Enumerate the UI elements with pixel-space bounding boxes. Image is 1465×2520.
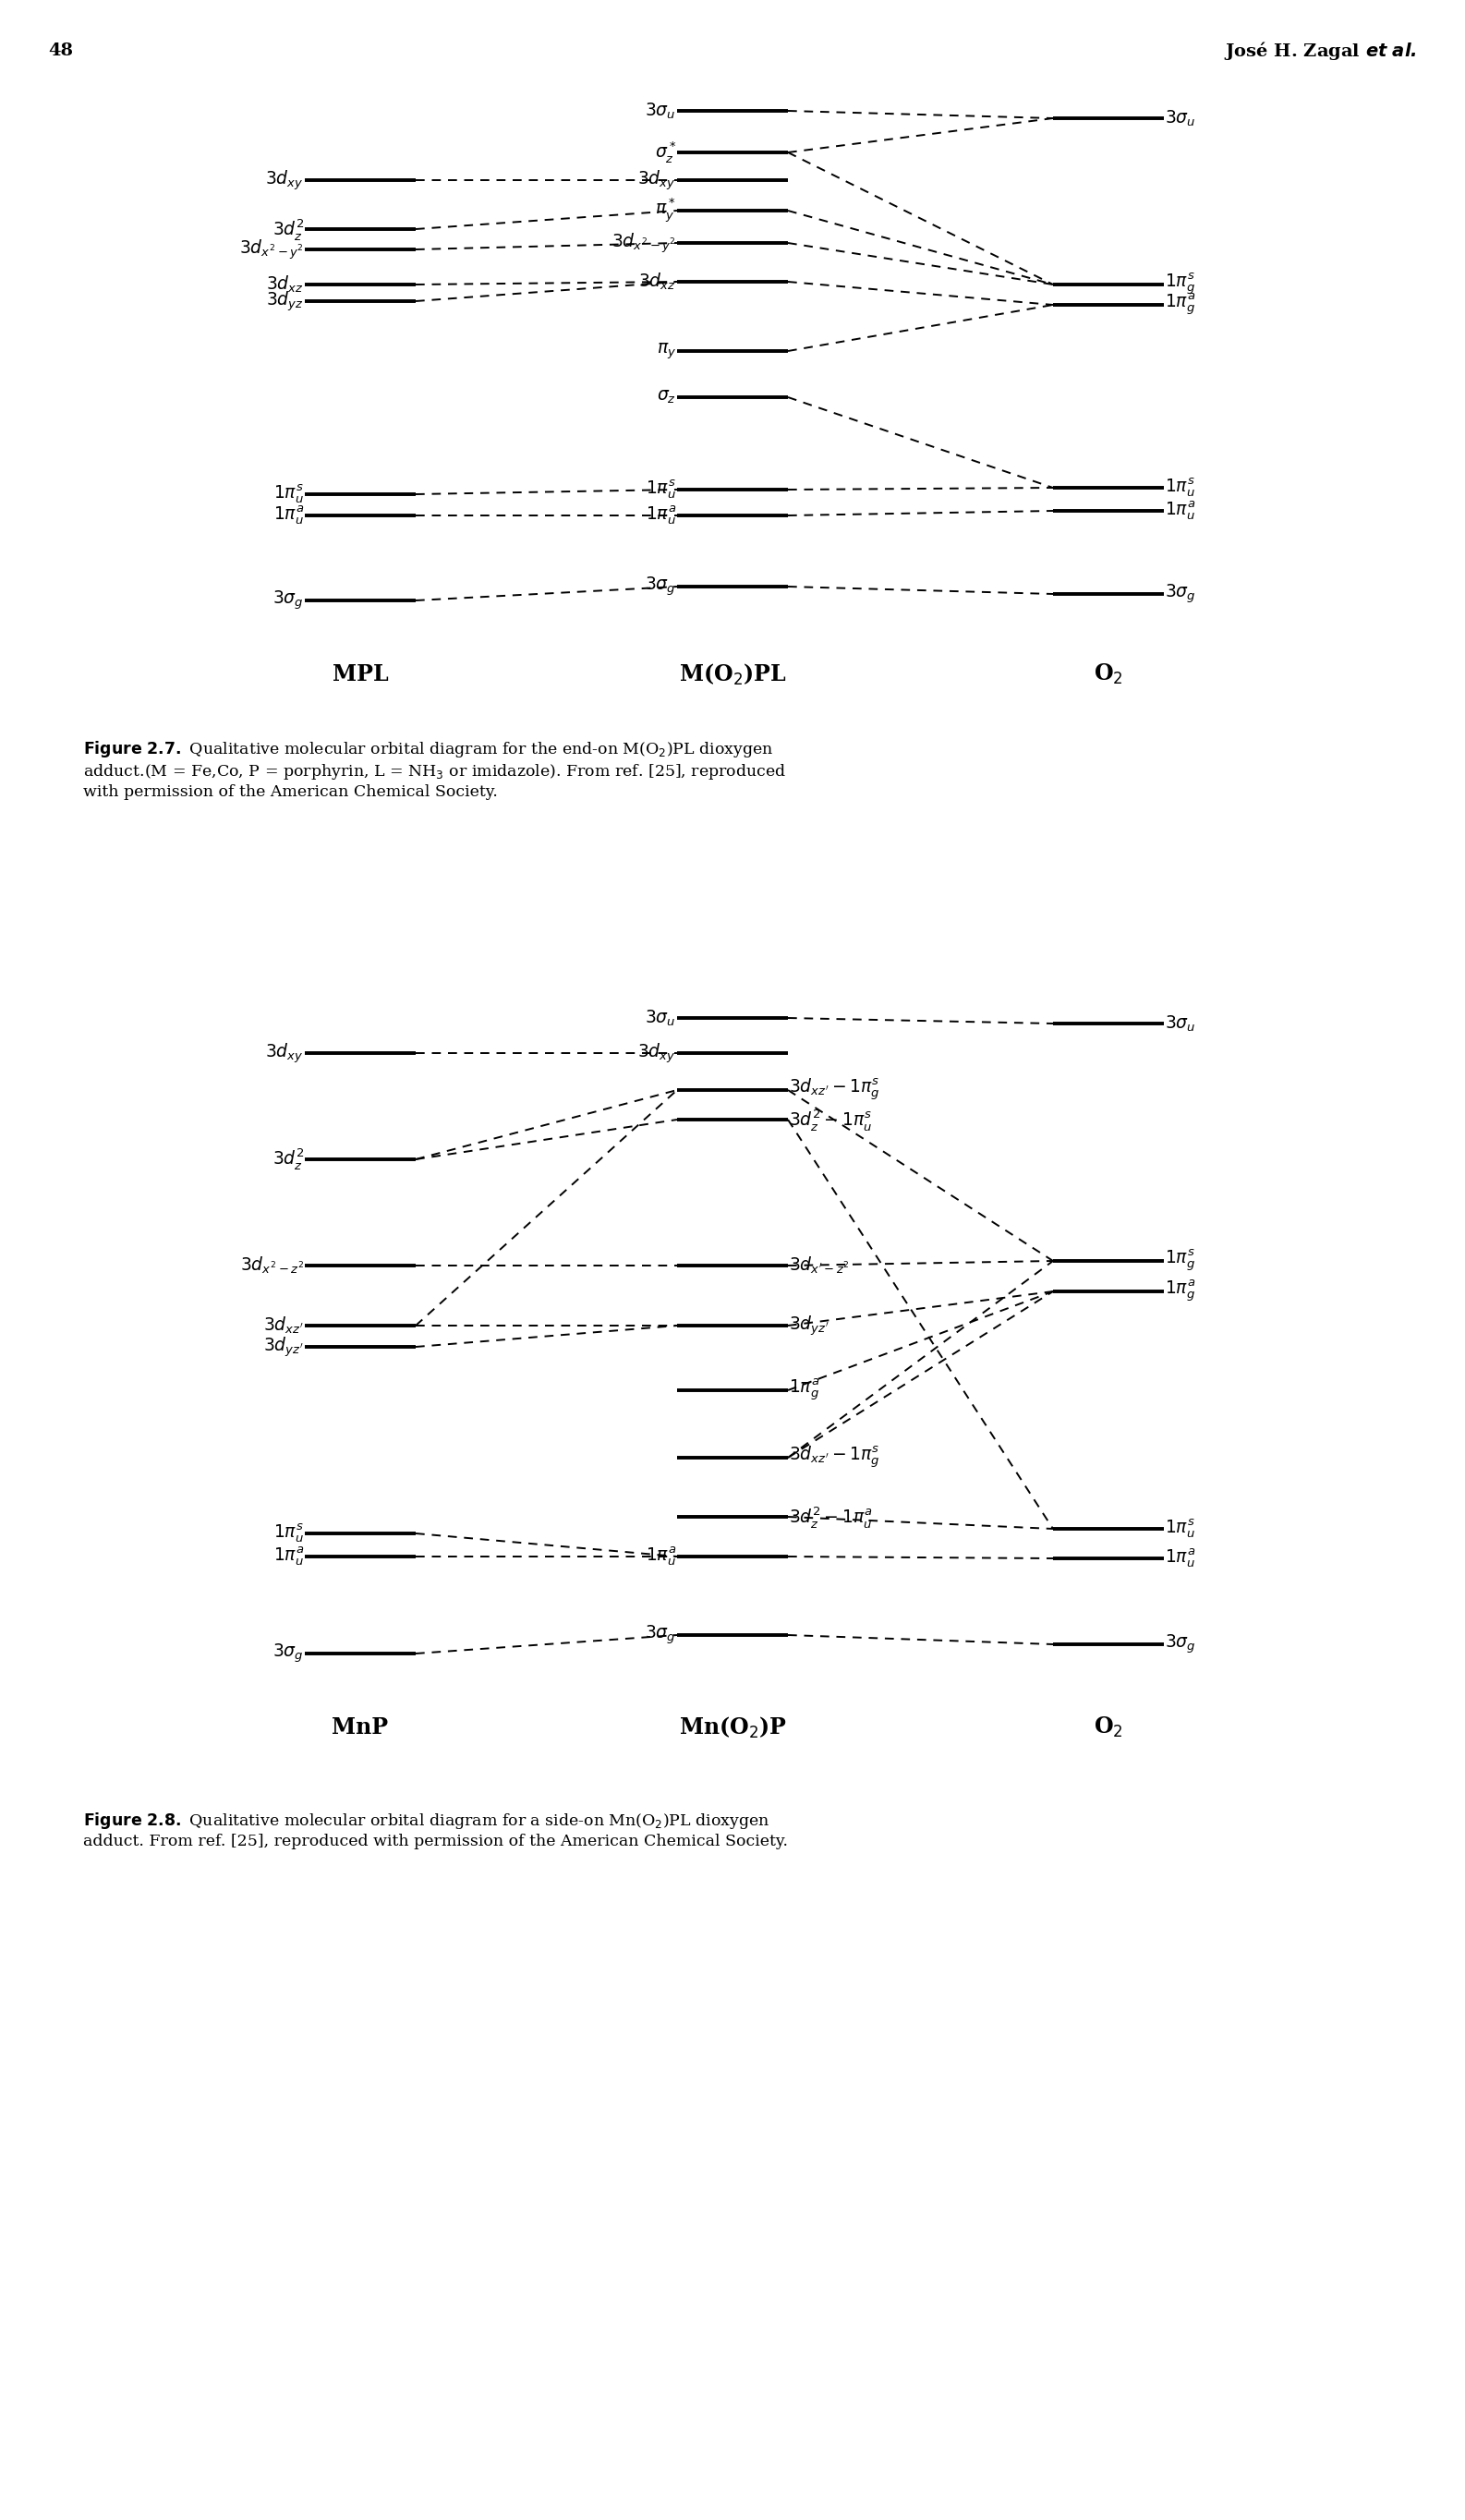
Text: José H. Zagal $\bfit{et\ al.}$: José H. Zagal $\bfit{et\ al.}$ [1225,40,1417,63]
Text: $3d_{xy}$: $3d_{xy}$ [637,1041,677,1066]
Text: O$_2$: O$_2$ [1094,663,1124,685]
Text: $1\pi_g^a$: $1\pi_g^a$ [1165,292,1195,318]
Text: $1\pi_g^a$: $1\pi_g^a$ [1165,1278,1195,1305]
Text: M(O$_2$)PL: M(O$_2$)PL [678,663,787,688]
Text: O$_2$: O$_2$ [1094,1716,1124,1739]
Text: $3\sigma_u$: $3\sigma_u$ [645,101,677,121]
Text: $1\pi_u^a$: $1\pi_u^a$ [1165,1547,1195,1570]
Text: $3d_{xz^{\prime}}$: $3d_{xz^{\prime}}$ [264,1315,303,1336]
Text: $\mathbf{Figure\ 2.7.}$ Qualitative molecular orbital diagram for the end-on M(O: $\mathbf{Figure\ 2.7.}$ Qualitative mole… [84,738,787,799]
Text: $1\pi_u^s$: $1\pi_u^s$ [1165,1517,1195,1540]
Text: $1\pi_u^a$: $1\pi_u^a$ [272,504,303,527]
Text: $3d_{z}^2-1\pi_u^a$: $3d_{z}^2-1\pi_u^a$ [788,1504,873,1530]
Text: $\pi_y^*$: $\pi_y^*$ [655,197,677,224]
Text: $3d_{x^2-z^2}$: $3d_{x^2-z^2}$ [240,1255,303,1275]
Text: $3d_{yz^{\prime}}$: $3d_{yz^{\prime}}$ [788,1313,829,1338]
Text: $\pi_y$: $\pi_y$ [656,340,677,360]
Text: $3\sigma_g$: $3\sigma_g$ [272,590,303,612]
Text: $3d_{z}^2$: $3d_{z}^2$ [272,1147,303,1172]
Text: Mn(O$_2$)P: Mn(O$_2$)P [678,1714,787,1739]
Text: MPL: MPL [333,663,388,685]
Text: $1\pi_u^s$: $1\pi_u^s$ [274,1522,303,1545]
Text: $3d_{xz}$: $3d_{xz}$ [639,272,677,292]
Text: $3d_{z}^2-1\pi_u^s$: $3d_{z}^2-1\pi_u^s$ [788,1106,872,1131]
Text: $3d_{xy}$: $3d_{xy}$ [637,169,677,192]
Text: $3\sigma_g$: $3\sigma_g$ [1165,582,1195,605]
Text: $3\sigma_g$: $3\sigma_g$ [272,1643,303,1666]
Text: $3d_{x^2-y^2}$: $3d_{x^2-y^2}$ [611,232,677,255]
Text: $1\pi_u^a$: $1\pi_u^a$ [1165,499,1195,522]
Text: $1\pi_g^s$: $1\pi_g^s$ [1165,1247,1195,1275]
Text: $3d_{xz^{\prime}}-1\pi_g^s$: $3d_{xz^{\prime}}-1\pi_g^s$ [788,1076,880,1104]
Text: $3\sigma_g$: $3\sigma_g$ [645,1623,677,1646]
Text: $1\pi_g^a$: $1\pi_g^a$ [788,1378,819,1404]
Text: $3d_{xy}$: $3d_{xy}$ [265,169,303,192]
Text: $1\pi_u^s$: $1\pi_u^s$ [1165,476,1195,499]
Text: $3\sigma_u$: $3\sigma_u$ [1165,1013,1195,1033]
Text: $3d_{yz^{\prime}}$: $3d_{yz^{\prime}}$ [264,1336,303,1358]
Text: $3d_{z}^2$: $3d_{z}^2$ [272,217,303,242]
Text: $1\pi_u^a$: $1\pi_u^a$ [272,1545,303,1567]
Text: $3\sigma_g$: $3\sigma_g$ [645,575,677,597]
Text: $1\pi_u^s$: $1\pi_u^s$ [646,479,677,501]
Text: $3\sigma_u$: $3\sigma_u$ [1165,108,1195,129]
Text: $3d_{xz}$: $3d_{xz}$ [267,275,303,295]
Text: $3\sigma_g$: $3\sigma_g$ [1165,1633,1195,1656]
Text: $3d_{xy}$: $3d_{xy}$ [265,1041,303,1066]
Text: $1\pi_g^s$: $1\pi_g^s$ [1165,272,1195,297]
Text: $3d_{yz}$: $3d_{yz}$ [267,290,303,312]
Text: $3\sigma_u$: $3\sigma_u$ [645,1008,677,1028]
Text: MnP: MnP [333,1716,388,1739]
Text: $\sigma_z$: $\sigma_z$ [656,388,677,406]
Text: $\mathbf{Figure\ 2.8.}$ Qualitative molecular orbital diagram for a side-on Mn(O: $\mathbf{Figure\ 2.8.}$ Qualitative mole… [84,1809,788,1850]
Text: $3d_{xz^{\prime}}-1\pi_g^s$: $3d_{xz^{\prime}}-1\pi_g^s$ [788,1444,880,1472]
Text: $3d_{x^2-y^2}$: $3d_{x^2-y^2}$ [239,237,303,262]
Text: $\sigma_z^*$: $\sigma_z^*$ [655,141,677,164]
Text: $1\pi_u^a$: $1\pi_u^a$ [646,1545,677,1567]
Text: 48: 48 [48,43,73,58]
Text: $1\pi_u^s$: $1\pi_u^s$ [274,484,303,507]
Text: $3d_{x^{\prime}-z^2}$: $3d_{x^{\prime}-z^2}$ [788,1255,850,1275]
Text: $1\pi_u^a$: $1\pi_u^a$ [646,504,677,527]
